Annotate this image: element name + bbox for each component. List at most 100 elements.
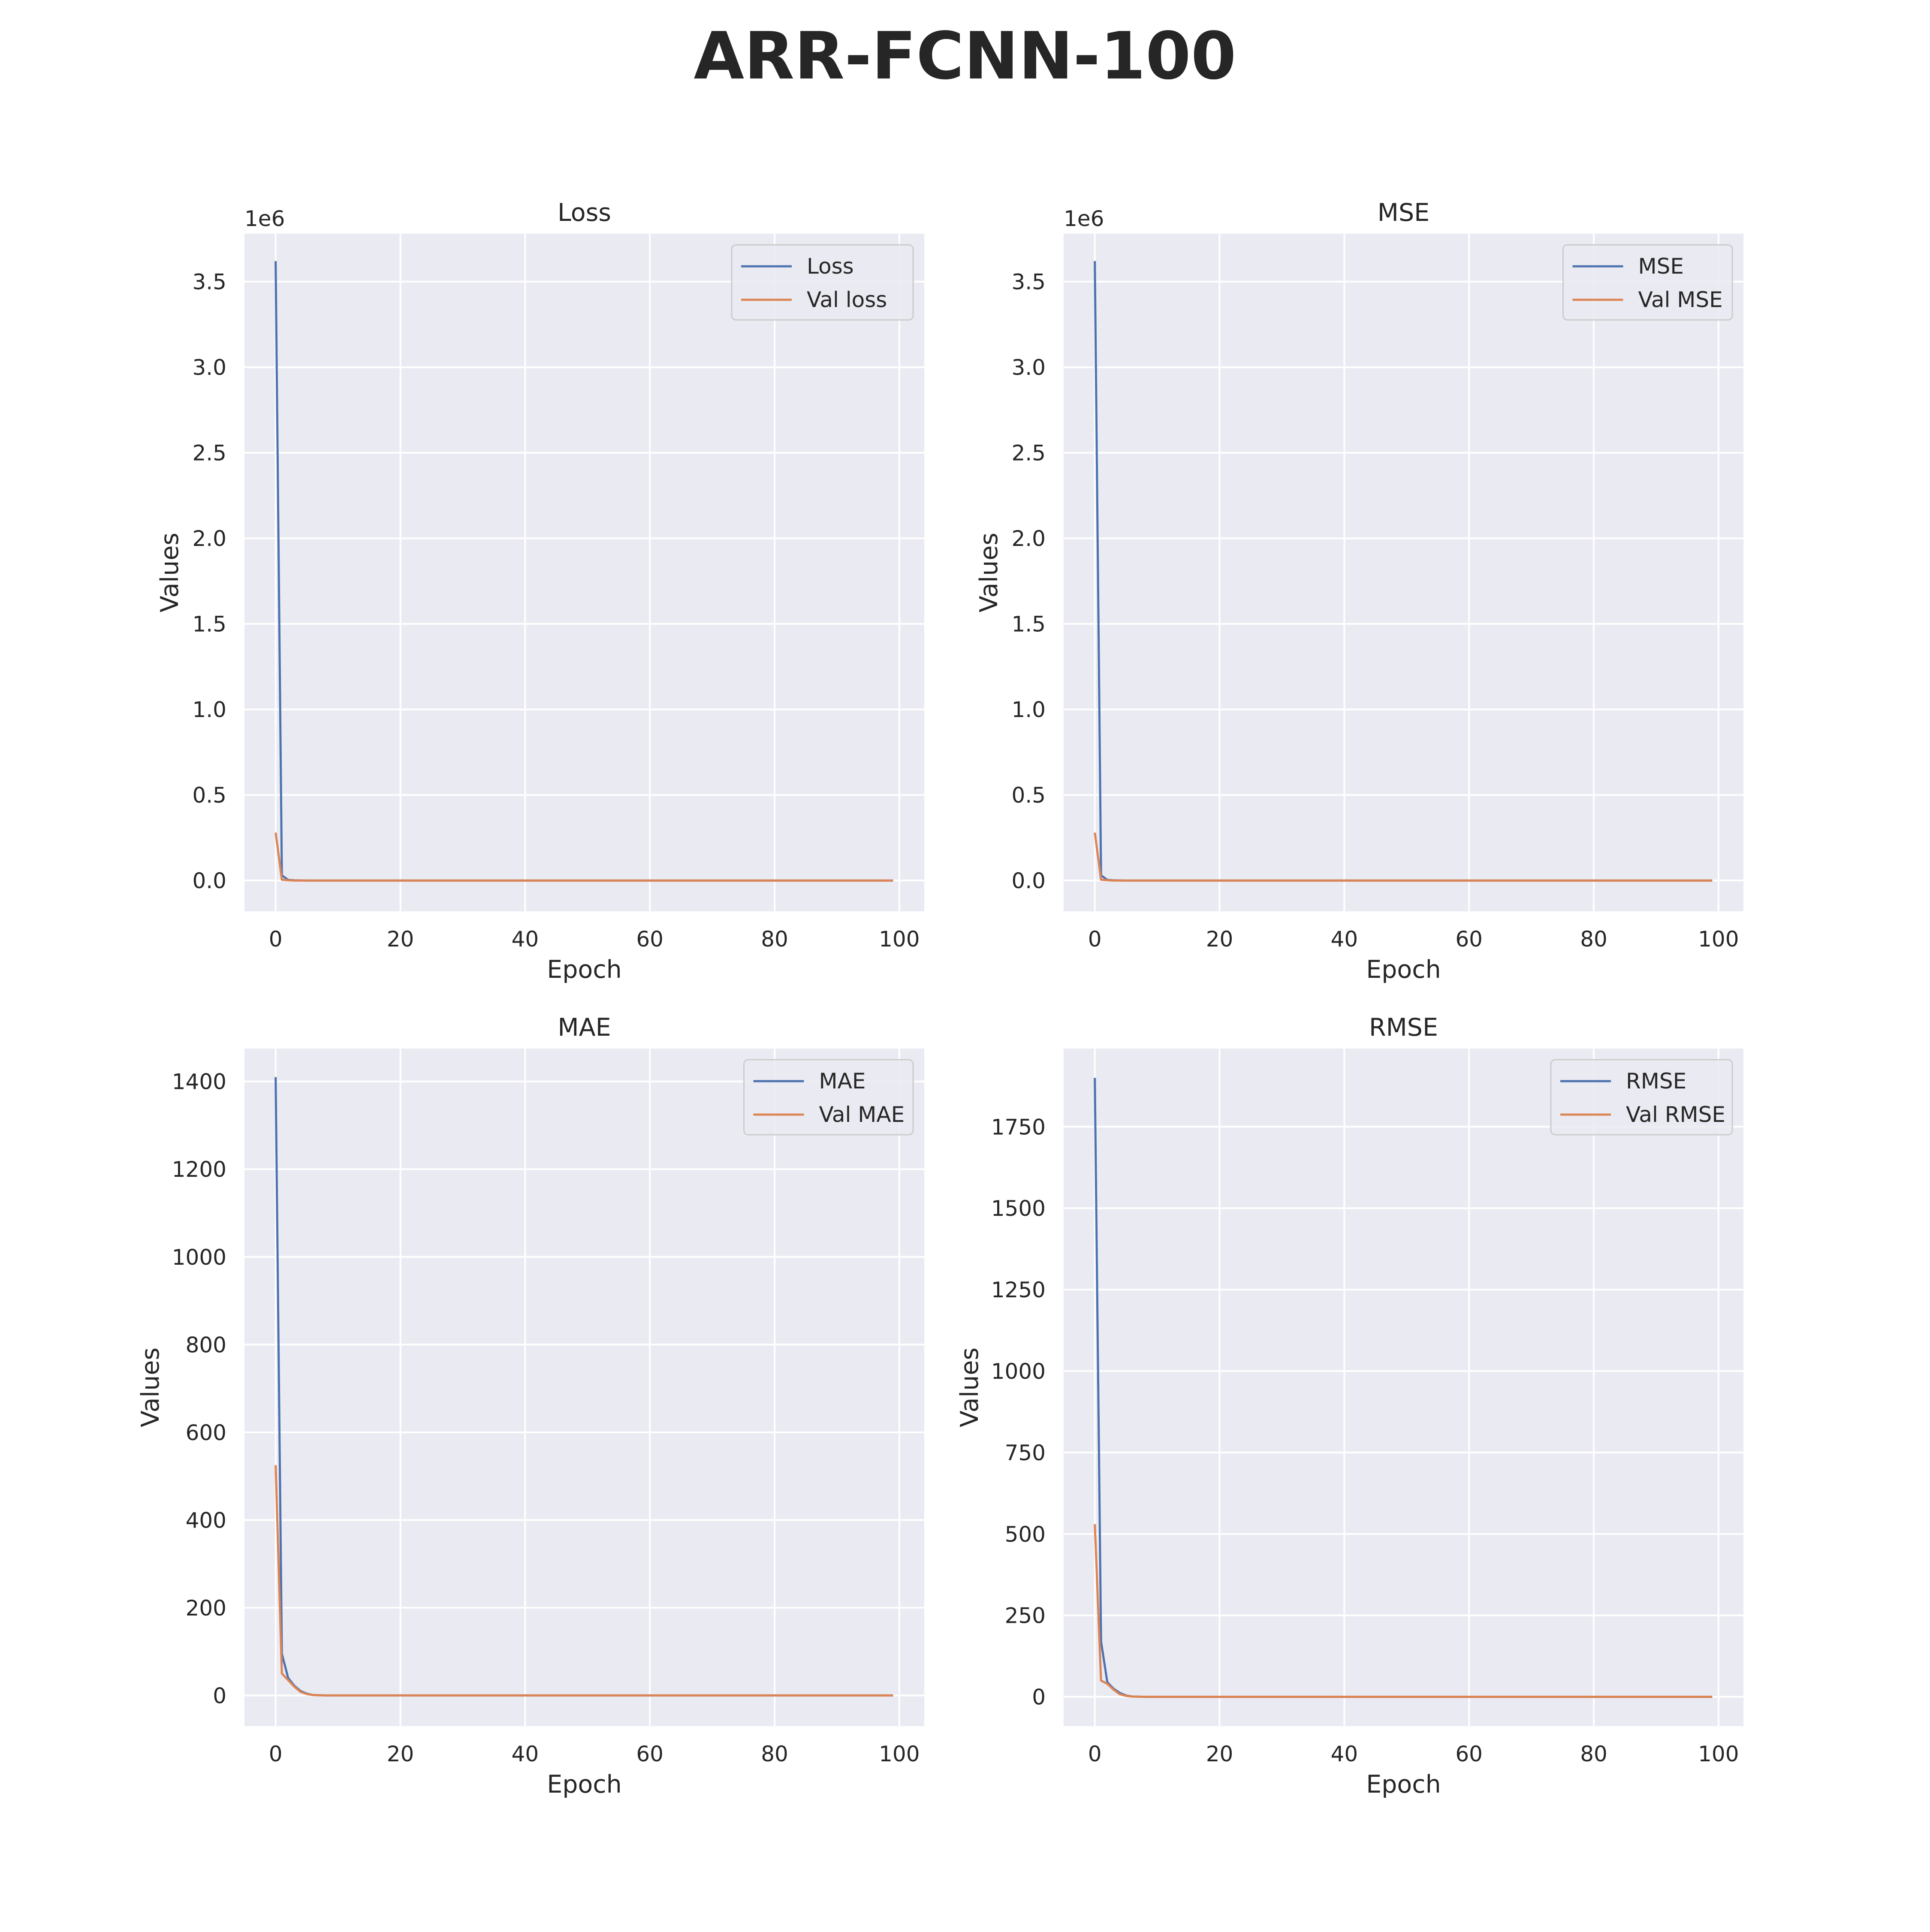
- y-tick-label: 1.0: [192, 697, 226, 722]
- x-tick-label: 100: [1698, 1742, 1739, 1766]
- legend-frame: [731, 244, 914, 321]
- plot-area: [1064, 234, 1743, 911]
- x-tick-label: 100: [879, 1742, 920, 1766]
- legend: RMSE Val RMSE: [1550, 1059, 1733, 1136]
- subplot-rmse: 0 20 40 60 80 10002505007501000125015001750RM…: [956, 1013, 1743, 1799]
- y-tick-label: 1.0: [1011, 697, 1046, 722]
- x-tick-label: 100: [879, 927, 920, 952]
- legend-label: MAE: [819, 1069, 866, 1094]
- y-tick-label: 500: [1005, 1522, 1046, 1547]
- legend: Loss Val loss: [731, 244, 914, 321]
- x-tick-label: 0: [269, 927, 283, 952]
- x-tick-label: 20: [387, 1742, 414, 1766]
- y-tick-label: 0.0: [1011, 868, 1046, 893]
- legend-label: Val MSE: [1638, 287, 1723, 312]
- subplot-loss: 0 20 40 60 80 100 0.0 0.5 1.0 1.5 2.0 2.5 3.0 3.5 Loss…: [156, 199, 924, 984]
- y-tick-label: 200: [186, 1596, 226, 1621]
- series-line-val-mae: [274, 1465, 893, 1697]
- subplot-mse: 0 20 40 60 80 100 0.0 0.5 1.0 1.5 2.0 2.5 3.0 3.5 MSE E…: [975, 199, 1743, 984]
- axis-offset-text: 1e6: [1064, 206, 1104, 231]
- x-tick-label: 20: [1206, 1742, 1233, 1766]
- x-tick-label: 80: [1580, 927, 1607, 952]
- y-tick-label: 1.5: [192, 612, 226, 637]
- y-tick-label: 3.5: [192, 270, 226, 295]
- plot-area: [244, 234, 924, 911]
- y-tick-label: 1750: [991, 1115, 1046, 1139]
- y-tick-label: 2.5: [192, 441, 226, 466]
- x-axis-label: Epoch: [547, 1770, 622, 1799]
- figure-title: ARR-FCNN-100: [694, 18, 1236, 94]
- x-tick-label: 20: [387, 927, 414, 952]
- x-tick-label: 0: [1088, 927, 1102, 952]
- legend: MAE Val MAE: [743, 1059, 914, 1136]
- legend-label: Val RMSE: [1626, 1102, 1725, 1127]
- y-tick-label: 2.5: [1011, 441, 1046, 466]
- subplot-title: RMSE: [1369, 1013, 1438, 1042]
- y-tick-label: 600: [186, 1420, 226, 1445]
- y-tick-label: 1000: [172, 1245, 226, 1270]
- legend-label: MSE: [1638, 254, 1684, 279]
- y-tick-label: 0.5: [192, 783, 226, 808]
- y-axis-label: Values: [136, 1347, 165, 1427]
- x-axis-label: Epoch: [1366, 1770, 1441, 1799]
- x-tick-label: 0: [269, 1742, 283, 1766]
- x-tick-label: 20: [1206, 927, 1233, 952]
- y-tick-label: 3.0: [1011, 355, 1046, 380]
- y-tick-label: 0.0: [192, 868, 226, 893]
- x-tick-label: 40: [1331, 1742, 1358, 1766]
- plot-area: [1064, 1049, 1743, 1726]
- y-tick-label: 2.0: [192, 526, 226, 551]
- y-axis-label: Values: [975, 533, 1003, 612]
- axis-offset-text: 1e6: [244, 206, 285, 231]
- y-tick-label: 1500: [991, 1196, 1046, 1221]
- legend-frame: [1562, 244, 1733, 321]
- legend: MSE Val MSE: [1562, 244, 1733, 321]
- subplot-title: MAE: [558, 1013, 611, 1042]
- x-axis-label: Epoch: [1366, 955, 1441, 984]
- x-tick-label: 40: [512, 1742, 539, 1766]
- y-tick-label: 400: [186, 1508, 226, 1533]
- legend-frame: [743, 1059, 914, 1136]
- y-tick-label: 750: [1005, 1441, 1046, 1465]
- series-line-val-rmse: [1094, 1524, 1713, 1698]
- y-tick-label: 1400: [172, 1070, 226, 1094]
- y-tick-label: 1250: [991, 1278, 1046, 1302]
- y-tick-label: 0.5: [1011, 783, 1046, 808]
- x-tick-label: 80: [761, 1742, 788, 1766]
- x-tick-label: 60: [1455, 1742, 1483, 1766]
- y-tick-label: 0: [1032, 1685, 1046, 1710]
- legend-label: RMSE: [1626, 1069, 1686, 1094]
- y-tick-label: 0: [213, 1683, 226, 1708]
- subplot-title: MSE: [1378, 199, 1429, 227]
- y-tick-label: 3.0: [192, 355, 226, 380]
- legend-frame: [1550, 1059, 1733, 1136]
- plot-area: [244, 1049, 924, 1726]
- x-tick-label: 60: [1455, 927, 1483, 952]
- x-tick-label: 40: [512, 927, 539, 952]
- y-tick-label: 3.5: [1011, 270, 1046, 295]
- x-tick-label: 80: [1580, 1742, 1607, 1766]
- series-line-val-mse: [1094, 832, 1713, 882]
- legend-label: Val MAE: [819, 1102, 905, 1127]
- subplot-mae: 0 20 40 60 80 1000200400600800100012001400MAE…: [136, 1013, 924, 1799]
- x-tick-label: 0: [1088, 1742, 1102, 1766]
- legend-label: Loss: [807, 254, 854, 279]
- x-tick-label: 100: [1698, 927, 1739, 952]
- y-tick-label: 1000: [991, 1359, 1046, 1384]
- x-tick-label: 40: [1331, 927, 1358, 952]
- y-tick-label: 250: [1005, 1603, 1046, 1628]
- y-axis-label: Values: [956, 1347, 984, 1427]
- series-line-val-loss: [274, 832, 893, 882]
- subplot-title: Loss: [558, 199, 611, 227]
- legend-label: Val loss: [807, 287, 887, 312]
- y-axis-label: Values: [156, 533, 184, 612]
- x-tick-label: 60: [636, 927, 663, 952]
- y-tick-label: 1.5: [1011, 612, 1046, 637]
- y-tick-label: 2.0: [1011, 526, 1046, 551]
- y-tick-label: 800: [186, 1332, 226, 1357]
- x-axis-label: Epoch: [547, 955, 622, 984]
- x-tick-label: 80: [761, 927, 788, 952]
- y-tick-label: 1200: [172, 1157, 226, 1182]
